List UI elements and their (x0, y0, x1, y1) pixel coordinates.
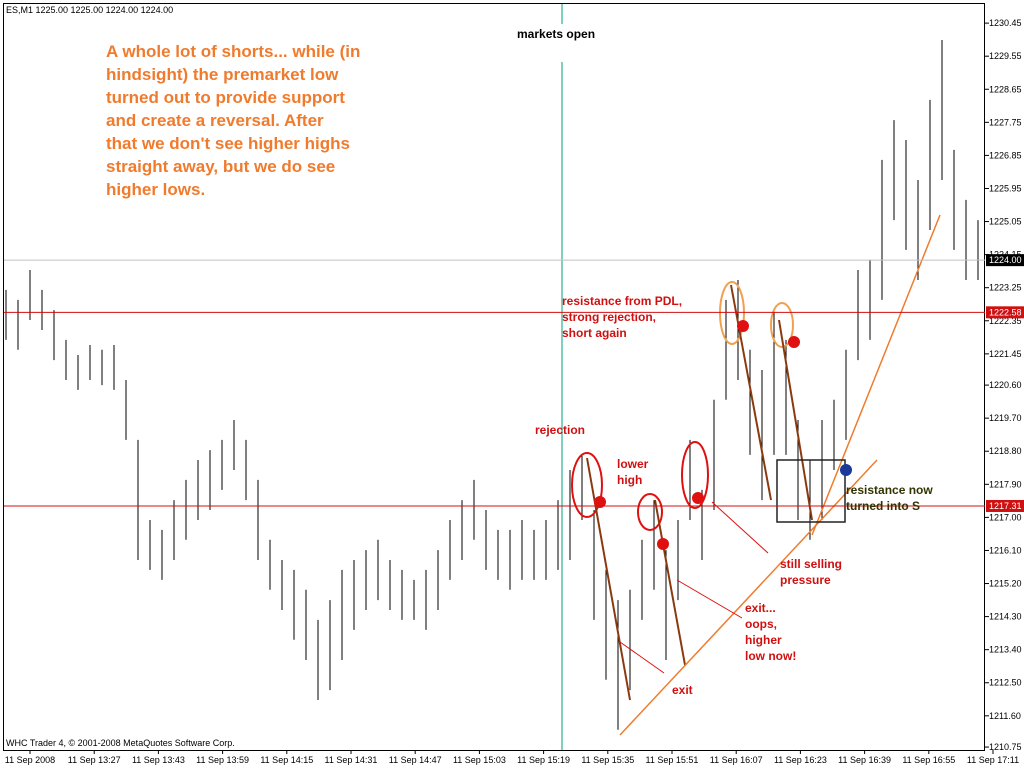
annotation: A whole lot of shorts... while (in (106, 42, 360, 61)
x-tick-label: 11 Sep 2008 (5, 755, 55, 765)
annotation: markets open (517, 27, 595, 41)
x-tick-label: 11 Sep 15:51 (646, 755, 699, 765)
header: ES,M1 1225.00 1225.00 1224.00 1224.00 (6, 5, 173, 15)
y-tick-label: 1230.45 (989, 18, 1022, 28)
y-tick-label: 1222.35 (989, 316, 1022, 326)
level-label: 1224.00 (989, 255, 1022, 265)
trend-line (654, 499, 686, 666)
x-tick-label: 11 Sep 15:03 (453, 755, 506, 765)
pointer (619, 641, 665, 674)
annotation: rejection (535, 423, 585, 437)
annotation: turned into S (846, 499, 920, 513)
annotation: higher lows. (106, 180, 205, 199)
y-tick-label: 1213.40 (989, 645, 1022, 655)
entry-dot (840, 464, 852, 476)
pointer (676, 579, 743, 619)
y-tick-label: 1227.75 (989, 117, 1022, 127)
level-label: 1217.31 (989, 501, 1022, 511)
box (776, 459, 846, 523)
y-tick-label: 1216.10 (989, 545, 1022, 555)
pointer (711, 501, 769, 554)
circle (637, 493, 663, 531)
x-tick-label: 11 Sep 14:15 (260, 755, 313, 765)
y-tick-label: 1215.20 (989, 579, 1022, 589)
trend-line (586, 457, 631, 701)
x-tick-label: 11 Sep 16:23 (774, 755, 827, 765)
annotation: turned out to provide support (106, 88, 345, 107)
x-tick-label: 11 Sep 14:47 (389, 755, 442, 765)
entry-dot (788, 336, 800, 348)
level-box (986, 499, 1024, 512)
level-box (986, 254, 1024, 267)
y-tick-label: 1212.50 (989, 678, 1022, 688)
entry-dot (657, 538, 669, 550)
x-tick-label: 11 Sep 13:27 (68, 755, 121, 765)
circle (719, 281, 745, 345)
y-tick-label: 1217.90 (989, 479, 1022, 489)
entry-dot (692, 492, 704, 504)
annotation: exit... (745, 601, 776, 615)
y-tick-label: 1226.85 (989, 150, 1022, 160)
y-tick-label: 1220.60 (989, 380, 1022, 390)
trend-line (730, 284, 772, 501)
annotation: resistance now (846, 483, 933, 497)
x-tick-label: 11 Sep 14:31 (325, 755, 378, 765)
drawings (571, 214, 941, 736)
annotation: strong rejection, (562, 310, 656, 324)
annotation: high (617, 473, 642, 487)
y-tick-label: 1229.55 (989, 51, 1022, 61)
y-tick-label: 1225.95 (989, 183, 1022, 193)
annotation: straight away, but we do see (106, 157, 335, 176)
x-tick-label: 11 Sep 17:11 (967, 755, 1019, 765)
y-tick-label: 1221.45 (989, 349, 1022, 359)
annotation: exit (672, 683, 693, 697)
annotation: resistance from PDL, (562, 294, 682, 308)
x-tick-label: 11 Sep 16:55 (902, 755, 955, 765)
entry-dot (737, 320, 749, 332)
footer: WHC Trader 4, © 2001-2008 MetaQuotes Sof… (6, 738, 235, 748)
x-tick-label: 11 Sep 16:07 (710, 755, 763, 765)
annotation: low now! (745, 649, 796, 663)
y-tick-label: 1218.80 (989, 446, 1022, 456)
y-tick-label: 1228.65 (989, 84, 1022, 94)
y-tick-label: 1217.00 (989, 512, 1022, 522)
annotation: and create a reversal. After (106, 111, 324, 130)
level-box (986, 306, 1024, 319)
x-tick-label: 11 Sep 15:35 (581, 755, 634, 765)
annotation: hindsight) the premarket low (106, 65, 339, 84)
y-tick-label: 1219.70 (989, 413, 1022, 423)
annotation: higher (745, 633, 782, 647)
annotation: still selling (780, 557, 842, 571)
y-tick-label: 1214.30 (989, 612, 1022, 622)
trend-line (778, 319, 813, 521)
entry-dot (594, 496, 606, 508)
x-tick-label: 11 Sep 16:39 (838, 755, 891, 765)
x-tick-label: 11 Sep 15:19 (517, 755, 570, 765)
annotation: lower (617, 457, 649, 471)
circle (571, 452, 603, 518)
y-tick-label: 1210.75 (989, 742, 1022, 752)
y-tick-label: 1223.25 (989, 283, 1022, 293)
circle (681, 441, 709, 509)
support-line (811, 214, 941, 536)
y-tick-label: 1225.05 (989, 217, 1022, 227)
level-label: 1222.58 (989, 307, 1022, 317)
price-bars (5, 40, 979, 730)
annotation: that we don't see higher highs (106, 134, 350, 153)
x-tick-label: 11 Sep 13:59 (196, 755, 249, 765)
plot-frame (3, 3, 985, 751)
annotation: pressure (780, 573, 831, 587)
annotation: oops, (745, 617, 777, 631)
annotation: short again (562, 326, 627, 340)
x-tick-label: 11 Sep 13:43 (132, 755, 185, 765)
y-tick-label: 1211.60 (989, 711, 1021, 721)
circle (770, 302, 794, 348)
